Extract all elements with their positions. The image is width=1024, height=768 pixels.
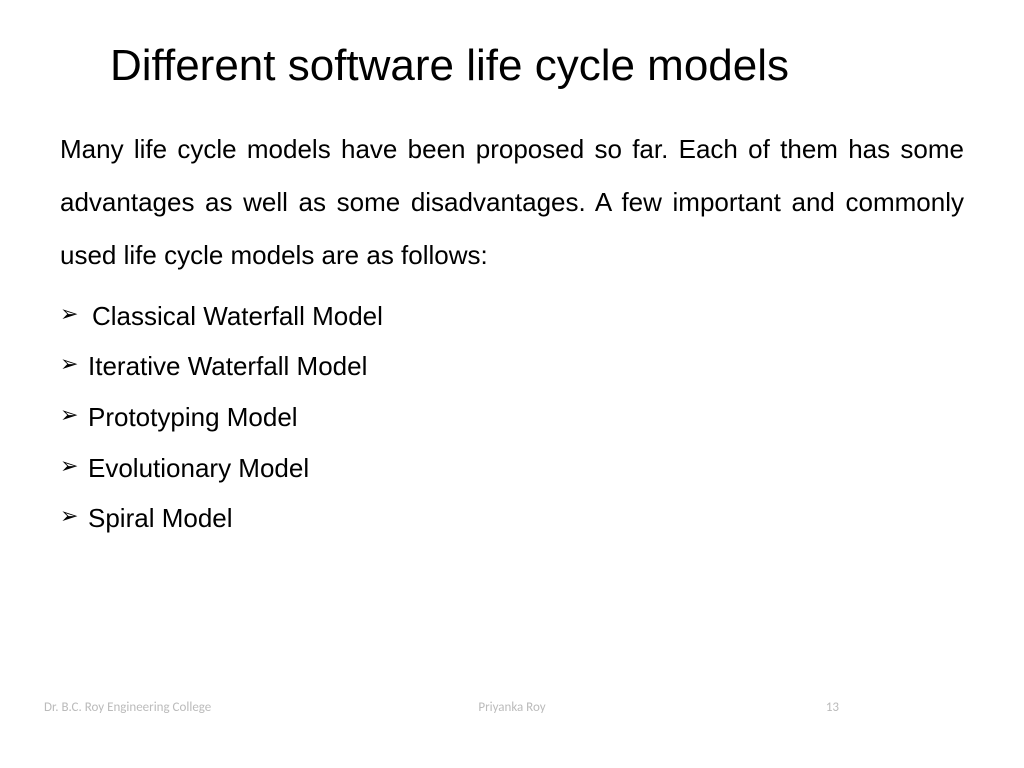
list-item-spiral: ➢ Spiral Model bbox=[60, 493, 964, 544]
list-item-label: Classical Waterfall Model bbox=[92, 301, 383, 331]
list-item-waterfall: ➢ Classical Waterfall Model bbox=[60, 291, 964, 342]
list-item-prototyping: ➢ Prototyping Model bbox=[60, 392, 964, 443]
list-item-evolutionary: ➢ Evolutionary Model bbox=[60, 443, 964, 494]
bullet-arrow-icon: ➢ bbox=[60, 495, 78, 538]
bullet-arrow-icon: ➢ bbox=[60, 394, 78, 437]
list-item-label: Iterative Waterfall Model bbox=[88, 351, 367, 381]
bullet-arrow-icon: ➢ bbox=[60, 445, 78, 488]
footer-college: Dr. B.C. Roy Engineering College bbox=[44, 700, 211, 715]
bullet-arrow-icon: ➢ bbox=[60, 343, 78, 386]
list-item-label: Evolutionary Model bbox=[88, 453, 309, 483]
slide-title: Different software life cycle models bbox=[60, 40, 964, 93]
list-item-iterative: ➢ Iterative Waterfall Model bbox=[60, 341, 964, 392]
slide-container: Different software life cycle models Man… bbox=[0, 0, 1024, 768]
bullet-list: ➢ Classical Waterfall Model ➢ Iterative … bbox=[60, 291, 964, 544]
bullet-arrow-icon: ➢ bbox=[60, 293, 78, 336]
list-item-label: Spiral Model bbox=[88, 503, 233, 533]
list-item-label: Prototyping Model bbox=[88, 402, 298, 432]
slide-body-paragraph: Many life cycle models have been propose… bbox=[60, 123, 964, 283]
footer-author: Priyanka Roy bbox=[478, 700, 545, 715]
footer-page-number: 13 bbox=[826, 700, 839, 715]
